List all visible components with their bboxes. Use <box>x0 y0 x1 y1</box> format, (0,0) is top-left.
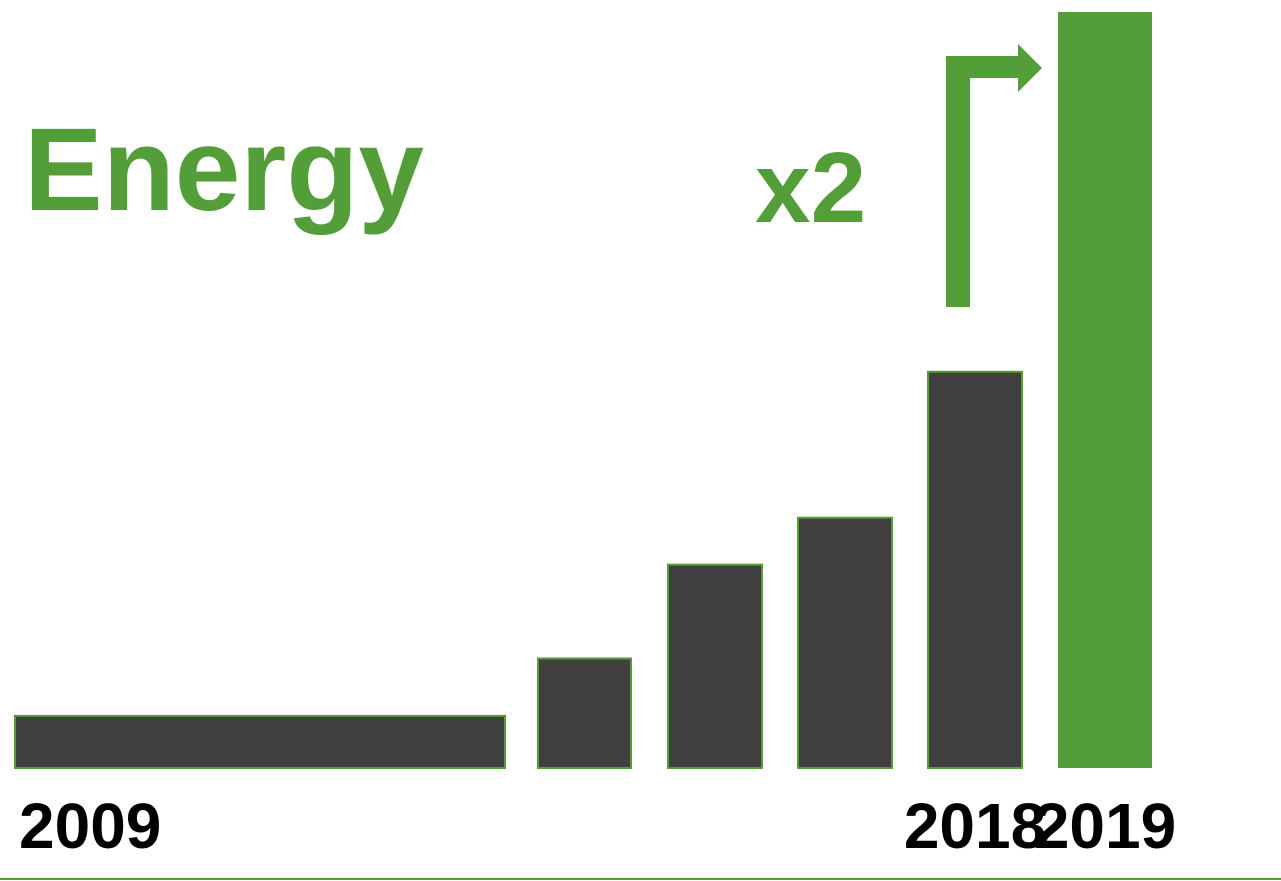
x-tick-label-2019: 2019 <box>1034 790 1176 862</box>
growth-multiplier-label: x2 <box>755 132 866 244</box>
chart-title: Energy <box>24 104 424 236</box>
growth-arrow-icon <box>946 44 1042 307</box>
bar-2009 <box>14 714 506 769</box>
x-tick-label-2018: 2018 <box>904 790 1046 862</box>
bar-unlabeled-3 <box>797 516 893 769</box>
bar-group <box>14 12 1152 769</box>
bar-unlabeled-2 <box>667 563 763 769</box>
x-tick-label-2009: 2009 <box>19 790 161 862</box>
bar-highlight-2019 <box>1058 12 1152 768</box>
bar-2018 <box>927 370 1023 769</box>
bar-unlabeled-1 <box>537 657 632 769</box>
